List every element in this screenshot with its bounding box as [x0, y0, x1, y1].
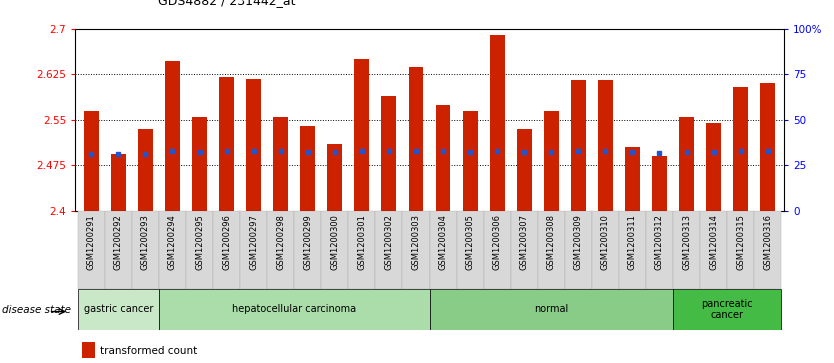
Bar: [544, 111, 559, 211]
Bar: [105, 211, 132, 289]
Text: GSM1200299: GSM1200299: [304, 215, 312, 270]
Bar: [403, 211, 430, 289]
Bar: [354, 59, 369, 211]
Bar: [430, 289, 673, 330]
Bar: [646, 211, 673, 289]
Bar: [84, 111, 98, 211]
Text: GSM1200315: GSM1200315: [736, 215, 745, 270]
Text: transformed count: transformed count: [100, 346, 197, 356]
Bar: [294, 211, 321, 289]
Bar: [565, 211, 592, 289]
Text: disease state: disease state: [2, 305, 71, 315]
Bar: [111, 154, 126, 211]
Text: hepatocellular carcinoma: hepatocellular carcinoma: [232, 305, 356, 314]
Bar: [619, 211, 646, 289]
Text: GSM1200302: GSM1200302: [384, 215, 394, 270]
Bar: [246, 79, 261, 211]
Bar: [761, 83, 775, 211]
Text: GSM1200310: GSM1200310: [600, 215, 610, 270]
Bar: [679, 117, 694, 211]
Bar: [727, 211, 754, 289]
Bar: [138, 129, 153, 211]
Text: GSM1200292: GSM1200292: [114, 215, 123, 270]
Bar: [321, 211, 349, 289]
Bar: [484, 211, 510, 289]
Bar: [571, 81, 585, 211]
Bar: [517, 129, 531, 211]
Bar: [132, 211, 159, 289]
Text: GSM1200300: GSM1200300: [330, 215, 339, 270]
Bar: [510, 211, 538, 289]
Bar: [159, 211, 186, 289]
Bar: [219, 77, 234, 211]
Bar: [300, 126, 315, 211]
Text: GSM1200307: GSM1200307: [520, 215, 529, 270]
Text: GSM1200308: GSM1200308: [547, 215, 555, 270]
Bar: [706, 123, 721, 211]
Bar: [409, 66, 424, 211]
Bar: [159, 289, 430, 330]
Bar: [598, 81, 613, 211]
Bar: [700, 211, 727, 289]
Bar: [165, 61, 180, 211]
Bar: [349, 211, 375, 289]
Text: normal: normal: [534, 305, 569, 314]
Text: GSM1200309: GSM1200309: [574, 215, 583, 270]
Bar: [625, 147, 640, 211]
Bar: [186, 211, 213, 289]
Bar: [733, 86, 748, 211]
Text: GSM1200304: GSM1200304: [439, 215, 448, 270]
Text: GSM1200291: GSM1200291: [87, 215, 96, 270]
Text: GSM1200312: GSM1200312: [655, 215, 664, 270]
Text: GDS4882 / 231442_at: GDS4882 / 231442_at: [158, 0, 296, 7]
Text: GSM1200295: GSM1200295: [195, 215, 204, 270]
Bar: [213, 211, 240, 289]
Text: GSM1200303: GSM1200303: [411, 215, 420, 270]
Bar: [463, 111, 478, 211]
Bar: [267, 211, 294, 289]
Bar: [328, 144, 342, 211]
Text: GSM1200311: GSM1200311: [628, 215, 637, 270]
Text: gastric cancer: gastric cancer: [83, 305, 153, 314]
Bar: [78, 211, 105, 289]
Bar: [430, 211, 456, 289]
Text: pancreatic
cancer: pancreatic cancer: [701, 299, 753, 320]
Text: GSM1200293: GSM1200293: [141, 215, 150, 270]
Text: GSM1200296: GSM1200296: [222, 215, 231, 270]
Text: GSM1200313: GSM1200313: [682, 215, 691, 270]
Bar: [538, 211, 565, 289]
Bar: [490, 35, 505, 211]
Bar: [82, 342, 95, 358]
Bar: [78, 289, 159, 330]
Text: GSM1200294: GSM1200294: [168, 215, 177, 270]
Text: GSM1200298: GSM1200298: [276, 215, 285, 270]
Bar: [754, 211, 781, 289]
Bar: [192, 117, 207, 211]
Text: GSM1200306: GSM1200306: [493, 215, 502, 270]
Text: GSM1200297: GSM1200297: [249, 215, 259, 270]
Text: GSM1200301: GSM1200301: [357, 215, 366, 270]
Bar: [673, 289, 781, 330]
Bar: [592, 211, 619, 289]
Text: GSM1200316: GSM1200316: [763, 215, 772, 270]
Bar: [375, 211, 403, 289]
Bar: [435, 105, 450, 211]
Text: GSM1200314: GSM1200314: [709, 215, 718, 270]
Bar: [456, 211, 484, 289]
Bar: [274, 117, 288, 211]
Bar: [240, 211, 267, 289]
Bar: [381, 95, 396, 211]
Bar: [652, 156, 667, 211]
Bar: [673, 211, 700, 289]
Text: GSM1200305: GSM1200305: [465, 215, 475, 270]
